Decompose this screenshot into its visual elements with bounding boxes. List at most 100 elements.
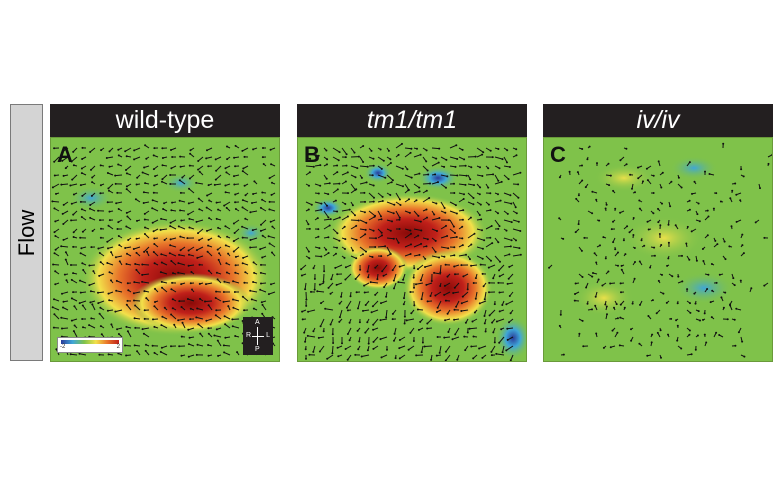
flow-arrowhead bbox=[734, 344, 737, 347]
flow-arrowhead bbox=[270, 283, 272, 286]
flow-arrowhead bbox=[153, 243, 156, 245]
flow-arrow bbox=[79, 300, 87, 304]
flow-arrow bbox=[70, 353, 78, 356]
flow-arrow bbox=[314, 255, 322, 257]
flow-arrowhead bbox=[143, 166, 146, 169]
flow-arrow bbox=[223, 201, 231, 207]
flow-arrowhead bbox=[506, 338, 509, 341]
flow-arrowhead bbox=[493, 303, 496, 306]
flow-arrow bbox=[233, 246, 240, 252]
flow-arrowhead bbox=[634, 261, 636, 263]
flow-arrowhead bbox=[204, 300, 206, 303]
flow-arrowhead bbox=[316, 290, 319, 293]
flow-arrowhead bbox=[559, 313, 562, 316]
flow-arrow bbox=[346, 300, 352, 309]
flow-arrowhead bbox=[270, 163, 273, 166]
flow-arrowhead bbox=[413, 267, 416, 270]
flow-arrowhead bbox=[60, 183, 63, 186]
flow-arrowhead bbox=[398, 216, 401, 219]
flow-arrowhead bbox=[234, 208, 237, 210]
flow-arrowhead bbox=[141, 263, 144, 266]
flow-arrowhead bbox=[118, 260, 121, 263]
flow-arrowhead bbox=[225, 271, 228, 274]
flow-arrowhead bbox=[655, 312, 658, 315]
flow-arrowhead bbox=[261, 256, 264, 259]
flow-arrow bbox=[260, 219, 267, 226]
flow-arrowhead bbox=[562, 237, 565, 240]
flow-arrowhead bbox=[409, 291, 412, 293]
flow-arrowhead bbox=[241, 149, 244, 152]
flow-arrow bbox=[142, 264, 150, 266]
flow-arrowhead bbox=[97, 209, 100, 212]
flow-arrowhead bbox=[657, 207, 659, 210]
flow-arrowhead bbox=[447, 331, 450, 333]
flow-arrowhead bbox=[320, 202, 323, 205]
flow-arrowhead bbox=[666, 264, 669, 267]
flow-arrowhead bbox=[354, 214, 356, 217]
flow-arrowhead bbox=[72, 236, 75, 238]
flow-arrowhead bbox=[214, 297, 217, 299]
scale-min: -2 bbox=[60, 344, 66, 350]
flow-arrowhead bbox=[372, 200, 375, 203]
flow-arrowhead bbox=[252, 261, 255, 264]
flow-arrowhead bbox=[509, 359, 512, 361]
flow-arrow bbox=[426, 318, 433, 324]
flow-arrowhead bbox=[125, 169, 127, 171]
flow-arrowhead bbox=[403, 315, 406, 318]
flow-arrowhead bbox=[344, 248, 346, 250]
flow-arrowhead bbox=[179, 249, 182, 252]
flow-arrow bbox=[437, 300, 442, 308]
flow-arrow bbox=[162, 174, 168, 180]
flow-arrowhead bbox=[562, 353, 565, 356]
flow-arrowhead bbox=[497, 148, 500, 150]
flow-arrowhead bbox=[401, 167, 404, 170]
flow-arrowhead bbox=[159, 350, 162, 353]
flow-arrowhead bbox=[232, 298, 234, 301]
flow-arrowhead bbox=[134, 198, 137, 201]
flow-arrowhead bbox=[497, 281, 500, 284]
flow-arrowhead bbox=[492, 277, 495, 280]
flow-arrowhead bbox=[117, 163, 120, 166]
flow-arrow bbox=[197, 255, 204, 259]
flow-arrowhead bbox=[402, 303, 405, 306]
flow-arrowhead bbox=[99, 219, 101, 222]
flow-arrowhead bbox=[250, 298, 253, 301]
flow-arrowhead bbox=[519, 171, 522, 174]
flow-arrowhead bbox=[326, 163, 328, 166]
flow-arrowhead bbox=[739, 279, 742, 282]
flow-arrowhead bbox=[743, 355, 746, 358]
flow-arrow bbox=[350, 225, 357, 230]
flow-arrow bbox=[323, 218, 331, 221]
flow-arrowhead bbox=[160, 346, 163, 349]
flow-arrow bbox=[449, 228, 456, 234]
flow-arrowhead bbox=[577, 223, 580, 226]
flow-arrowhead bbox=[715, 192, 718, 195]
flow-arrowhead bbox=[81, 230, 84, 233]
flow-arrowhead bbox=[742, 252, 745, 255]
flow-arrowhead bbox=[733, 284, 736, 287]
flow-arrow bbox=[502, 345, 505, 353]
flow-arrowhead bbox=[434, 239, 437, 242]
flow-arrow bbox=[160, 351, 168, 356]
flow-arrowhead bbox=[488, 281, 491, 284]
flow-arrowhead bbox=[417, 234, 420, 237]
flow-arrowhead bbox=[574, 231, 577, 234]
flow-arrow bbox=[215, 174, 222, 180]
flow-arrowhead bbox=[54, 235, 57, 237]
flow-arrowhead bbox=[391, 269, 394, 272]
flow-arrow bbox=[323, 210, 329, 218]
flow-arrowhead bbox=[99, 184, 102, 187]
flow-arrow bbox=[80, 252, 87, 257]
flow-arrowhead bbox=[408, 198, 410, 201]
flow-arrowhead bbox=[72, 213, 75, 216]
flow-arrowhead bbox=[642, 180, 644, 183]
flow-arrowhead bbox=[234, 271, 237, 274]
flow-arrowhead bbox=[326, 204, 328, 207]
flow-arrowhead bbox=[72, 164, 75, 167]
flow-arrowhead bbox=[495, 320, 498, 323]
flow-arrowhead bbox=[99, 261, 102, 264]
flow-arrowhead bbox=[445, 186, 447, 189]
flow-arrowhead bbox=[651, 333, 654, 336]
flow-arrowhead bbox=[234, 255, 237, 258]
flow-arrowhead bbox=[362, 309, 364, 312]
